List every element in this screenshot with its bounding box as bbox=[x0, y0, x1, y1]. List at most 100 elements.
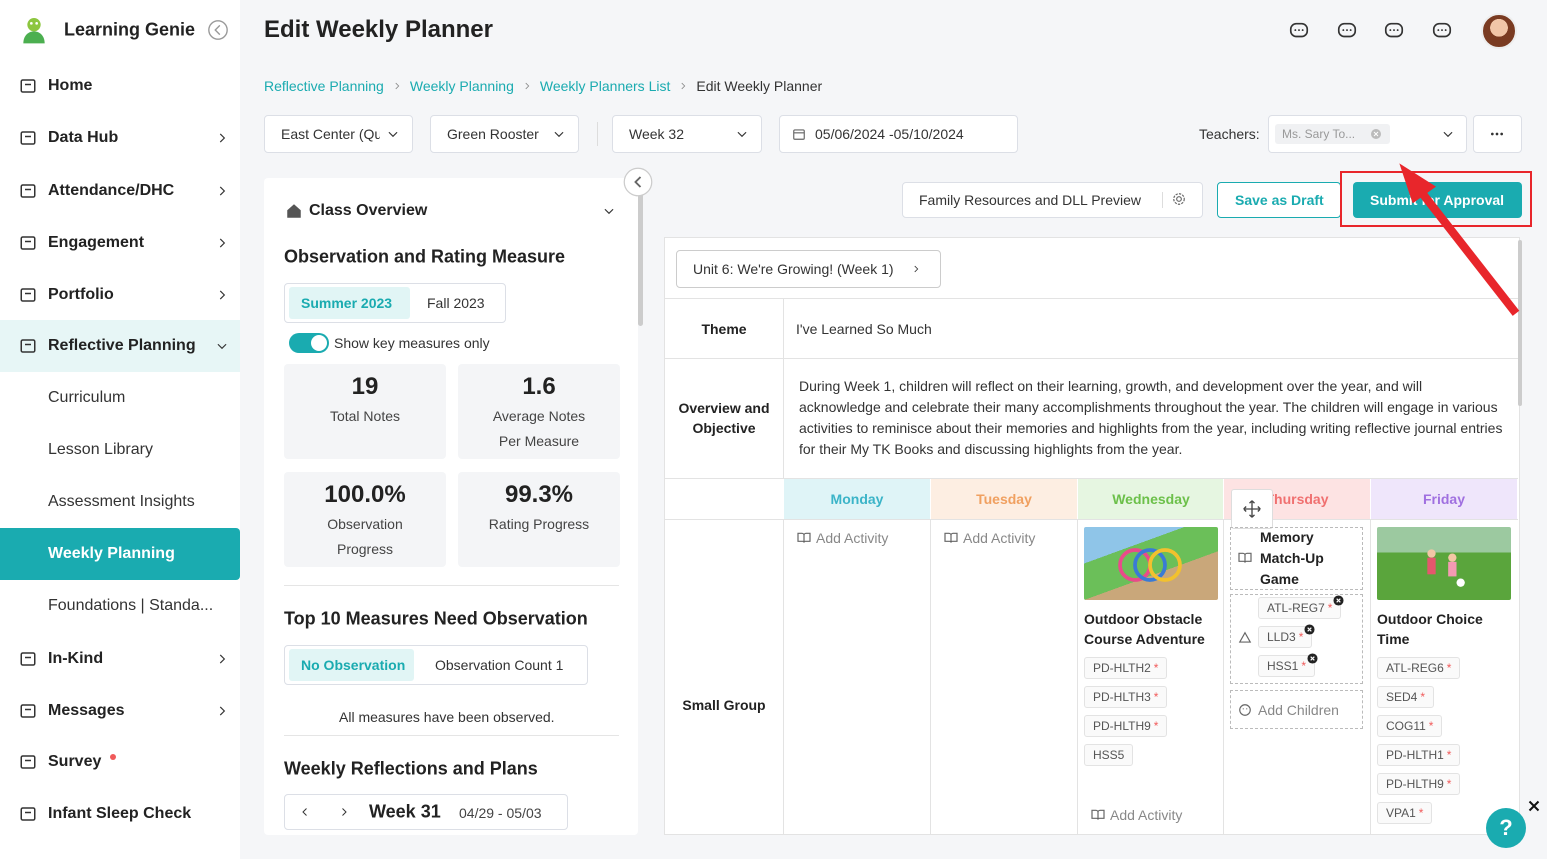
add-activity[interactable]: Add Activity bbox=[963, 530, 1036, 546]
tag-mark: * bbox=[1298, 630, 1304, 644]
measure-tag: ATL-REG6 * bbox=[1377, 657, 1461, 679]
nav-item[interactable]: Survey bbox=[48, 753, 102, 770]
nav-chevron bbox=[219, 133, 226, 143]
icon-part bbox=[525, 82, 530, 90]
tag-mark: * bbox=[1327, 601, 1333, 615]
icon-part bbox=[1309, 655, 1315, 661]
nav-item[interactable]: Infant Sleep Check bbox=[48, 805, 192, 822]
draft-button[interactable] bbox=[1217, 182, 1341, 218]
icon-part bbox=[944, 532, 958, 543]
icon-part bbox=[604, 208, 614, 215]
measure-tag: LLD3 * bbox=[1258, 626, 1313, 648]
tab-active-bg bbox=[289, 649, 414, 681]
add-activity[interactable]: Add Activity bbox=[1110, 807, 1183, 823]
tag-mark: * bbox=[1153, 719, 1159, 733]
measure-tag: VPA1 * bbox=[1377, 802, 1433, 824]
week-label: Week 31 bbox=[369, 801, 441, 822]
new-dot bbox=[110, 754, 116, 760]
select[interactable] bbox=[264, 115, 413, 153]
stat-label: Rating Progress bbox=[488, 516, 590, 532]
header-icon[interactable] bbox=[1288, 20, 1310, 42]
row-label-text: Theme bbox=[701, 321, 747, 337]
collapse-sidebar[interactable] bbox=[207, 19, 229, 41]
day-name: Tuesday bbox=[976, 491, 1032, 507]
tag-mark: * bbox=[1428, 719, 1434, 733]
icon-part bbox=[23, 31, 45, 44]
nav-item[interactable]: Foundations | Standa... bbox=[48, 597, 214, 614]
tag-remove[interactable] bbox=[1303, 623, 1315, 635]
nav-item[interactable]: Portfolio bbox=[48, 286, 114, 303]
avatar[interactable] bbox=[1481, 13, 1517, 49]
dashed-box bbox=[1230, 527, 1363, 590]
col-line bbox=[1223, 519, 1224, 835]
nav-item[interactable]: Lesson Library bbox=[48, 441, 153, 458]
icon-part bbox=[208, 20, 228, 40]
chip-remove[interactable] bbox=[1370, 128, 1382, 140]
tab[interactable]: Summer 2023 bbox=[301, 295, 393, 311]
select[interactable] bbox=[430, 115, 579, 153]
icon-part bbox=[1437, 29, 1440, 31]
header-icon[interactable] bbox=[1383, 20, 1405, 42]
add-activity[interactable]: Add Activity bbox=[816, 530, 889, 546]
unit-button[interactable] bbox=[676, 250, 941, 288]
nav-item[interactable]: Assessment Insights bbox=[48, 493, 195, 510]
measure-tag: PD-HLTH9 * bbox=[1377, 773, 1461, 795]
week-next[interactable] bbox=[338, 806, 350, 818]
icon-part bbox=[342, 808, 347, 816]
header-icon[interactable] bbox=[1431, 20, 1453, 42]
nav-item[interactable]: Data Hub bbox=[48, 129, 119, 146]
breadcrumb: Reflective Planning Weekly Planning Weekly… bbox=[264, 78, 822, 94]
tag-remove[interactable] bbox=[1306, 652, 1318, 664]
icon-part bbox=[1448, 561, 1457, 577]
help-button[interactable]: ? bbox=[1486, 808, 1526, 848]
tag-mark: * bbox=[1153, 661, 1159, 675]
icon-part bbox=[1301, 29, 1304, 31]
nav-item[interactable]: Attendance/DHC bbox=[48, 182, 175, 199]
row-label-text: Small Group bbox=[682, 697, 766, 713]
nav-item[interactable]: Home bbox=[48, 77, 93, 94]
preview-button[interactable] bbox=[902, 182, 1203, 218]
tag-mark: * bbox=[1420, 690, 1426, 704]
tag-mark: * bbox=[1418, 806, 1424, 820]
breadcrumb-item[interactable]: Weekly Planners List bbox=[539, 78, 671, 94]
section-title: Observation and Rating Measure bbox=[284, 246, 566, 267]
breadcrumb-item[interactable]: Reflective Planning bbox=[264, 78, 384, 94]
planner-scrollbar bbox=[1518, 240, 1522, 406]
nav-item[interactable]: In-Kind bbox=[48, 650, 104, 667]
week-prev[interactable] bbox=[299, 806, 311, 818]
icon-part bbox=[1289, 22, 1309, 38]
nav-item[interactable]: Messages bbox=[48, 702, 125, 719]
icon-part bbox=[1246, 708, 1248, 710]
day-name: Thursday bbox=[1265, 491, 1329, 507]
nav-item[interactable]: Reflective Planning bbox=[48, 337, 196, 354]
stat-card: 99.3% Rating Progress bbox=[458, 472, 620, 567]
icon-part bbox=[1349, 29, 1352, 31]
date-range[interactable] bbox=[779, 115, 1018, 153]
stat-label: Total Notes bbox=[329, 408, 401, 424]
nav-item[interactable]: Weekly Planning bbox=[48, 545, 175, 562]
submit-label: Submit for Approval bbox=[1370, 192, 1505, 208]
tag-remove[interactable] bbox=[1332, 594, 1344, 606]
calendar-icon bbox=[793, 129, 805, 140]
breadcrumb-item[interactable]: Weekly Planning bbox=[409, 78, 514, 94]
header-icon[interactable] bbox=[1336, 20, 1358, 42]
tab[interactable]: No Observation bbox=[301, 657, 406, 673]
panel-collapse[interactable] bbox=[623, 167, 653, 197]
icon-part bbox=[737, 131, 747, 138]
icon-part bbox=[20, 807, 36, 821]
add-children[interactable]: Add Children bbox=[1258, 702, 1339, 718]
preview-label: Family Resources and DLL Preview bbox=[919, 192, 1142, 208]
tab[interactable]: Observation Count 1 bbox=[435, 657, 564, 673]
icon-part bbox=[797, 532, 811, 543]
nav-item[interactable]: Curriculum bbox=[48, 389, 126, 406]
stat-label: Observation Progress bbox=[327, 516, 403, 557]
icon-part bbox=[1242, 708, 1244, 710]
icon-part bbox=[681, 82, 686, 90]
measure-tag: PD-HLTH1 * bbox=[1377, 744, 1461, 766]
close-icon[interactable] bbox=[1528, 800, 1540, 812]
icon-part bbox=[27, 18, 41, 32]
select[interactable] bbox=[612, 115, 762, 153]
teacher-name: Ms. Sary To... bbox=[1282, 127, 1356, 141]
nav-item[interactable]: Engagement bbox=[48, 234, 145, 251]
tab[interactable]: Fall 2023 bbox=[427, 295, 485, 311]
